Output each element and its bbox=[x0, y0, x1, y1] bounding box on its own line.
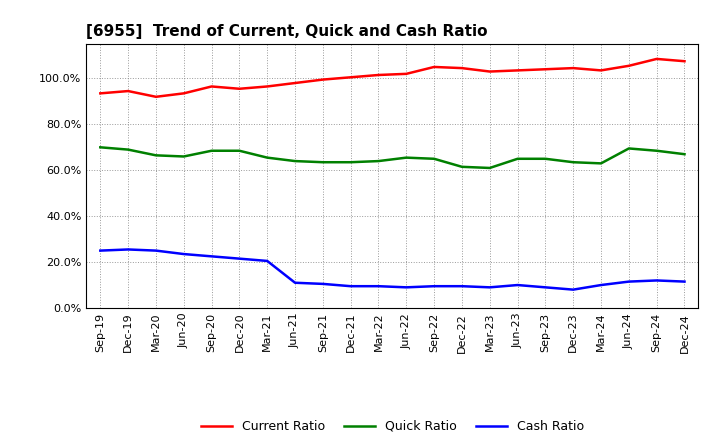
Cash Ratio bbox=[569, 287, 577, 292]
Cash Ratio bbox=[680, 279, 689, 284]
Current Ratio bbox=[179, 91, 188, 96]
Quick Ratio bbox=[318, 160, 327, 165]
Cash Ratio bbox=[430, 283, 438, 289]
Quick Ratio bbox=[346, 160, 355, 165]
Quick Ratio bbox=[263, 155, 271, 160]
Cash Ratio bbox=[402, 285, 410, 290]
Cash Ratio bbox=[207, 254, 216, 259]
Quick Ratio bbox=[569, 160, 577, 165]
Cash Ratio bbox=[96, 248, 104, 253]
Quick Ratio bbox=[652, 148, 661, 154]
Quick Ratio bbox=[124, 147, 132, 152]
Quick Ratio bbox=[402, 155, 410, 160]
Quick Ratio bbox=[207, 148, 216, 154]
Quick Ratio bbox=[597, 161, 606, 166]
Current Ratio bbox=[263, 84, 271, 89]
Quick Ratio bbox=[374, 158, 383, 164]
Line: Quick Ratio: Quick Ratio bbox=[100, 147, 685, 168]
Current Ratio bbox=[124, 88, 132, 94]
Cash Ratio bbox=[179, 251, 188, 257]
Current Ratio bbox=[96, 91, 104, 96]
Cash Ratio bbox=[152, 248, 161, 253]
Cash Ratio bbox=[374, 283, 383, 289]
Current Ratio bbox=[402, 71, 410, 77]
Cash Ratio bbox=[235, 256, 243, 261]
Quick Ratio bbox=[152, 153, 161, 158]
Legend: Current Ratio, Quick Ratio, Cash Ratio: Current Ratio, Quick Ratio, Cash Ratio bbox=[196, 414, 589, 437]
Current Ratio bbox=[430, 64, 438, 70]
Cash Ratio bbox=[513, 282, 522, 288]
Text: [6955]  Trend of Current, Quick and Cash Ratio: [6955] Trend of Current, Quick and Cash … bbox=[86, 24, 488, 39]
Quick Ratio bbox=[541, 156, 550, 161]
Current Ratio bbox=[541, 66, 550, 72]
Cash Ratio bbox=[318, 281, 327, 286]
Current Ratio bbox=[207, 84, 216, 89]
Quick Ratio bbox=[291, 158, 300, 164]
Current Ratio bbox=[624, 63, 633, 69]
Cash Ratio bbox=[291, 280, 300, 286]
Current Ratio bbox=[458, 66, 467, 71]
Cash Ratio bbox=[263, 258, 271, 264]
Quick Ratio bbox=[235, 148, 243, 154]
Current Ratio bbox=[374, 72, 383, 77]
Current Ratio bbox=[291, 81, 300, 86]
Cash Ratio bbox=[346, 283, 355, 289]
Cash Ratio bbox=[624, 279, 633, 284]
Quick Ratio bbox=[430, 156, 438, 161]
Cash Ratio bbox=[541, 285, 550, 290]
Quick Ratio bbox=[513, 156, 522, 161]
Line: Current Ratio: Current Ratio bbox=[100, 59, 685, 97]
Current Ratio bbox=[597, 68, 606, 73]
Current Ratio bbox=[569, 66, 577, 71]
Current Ratio bbox=[652, 56, 661, 62]
Cash Ratio bbox=[597, 282, 606, 288]
Current Ratio bbox=[235, 86, 243, 92]
Quick Ratio bbox=[96, 145, 104, 150]
Current Ratio bbox=[318, 77, 327, 82]
Current Ratio bbox=[346, 75, 355, 80]
Current Ratio bbox=[152, 94, 161, 99]
Current Ratio bbox=[485, 69, 494, 74]
Current Ratio bbox=[680, 59, 689, 64]
Line: Cash Ratio: Cash Ratio bbox=[100, 249, 685, 290]
Quick Ratio bbox=[624, 146, 633, 151]
Current Ratio bbox=[513, 68, 522, 73]
Quick Ratio bbox=[485, 165, 494, 171]
Cash Ratio bbox=[458, 283, 467, 289]
Quick Ratio bbox=[680, 151, 689, 157]
Cash Ratio bbox=[652, 278, 661, 283]
Cash Ratio bbox=[124, 247, 132, 252]
Cash Ratio bbox=[485, 285, 494, 290]
Quick Ratio bbox=[458, 164, 467, 169]
Quick Ratio bbox=[179, 154, 188, 159]
